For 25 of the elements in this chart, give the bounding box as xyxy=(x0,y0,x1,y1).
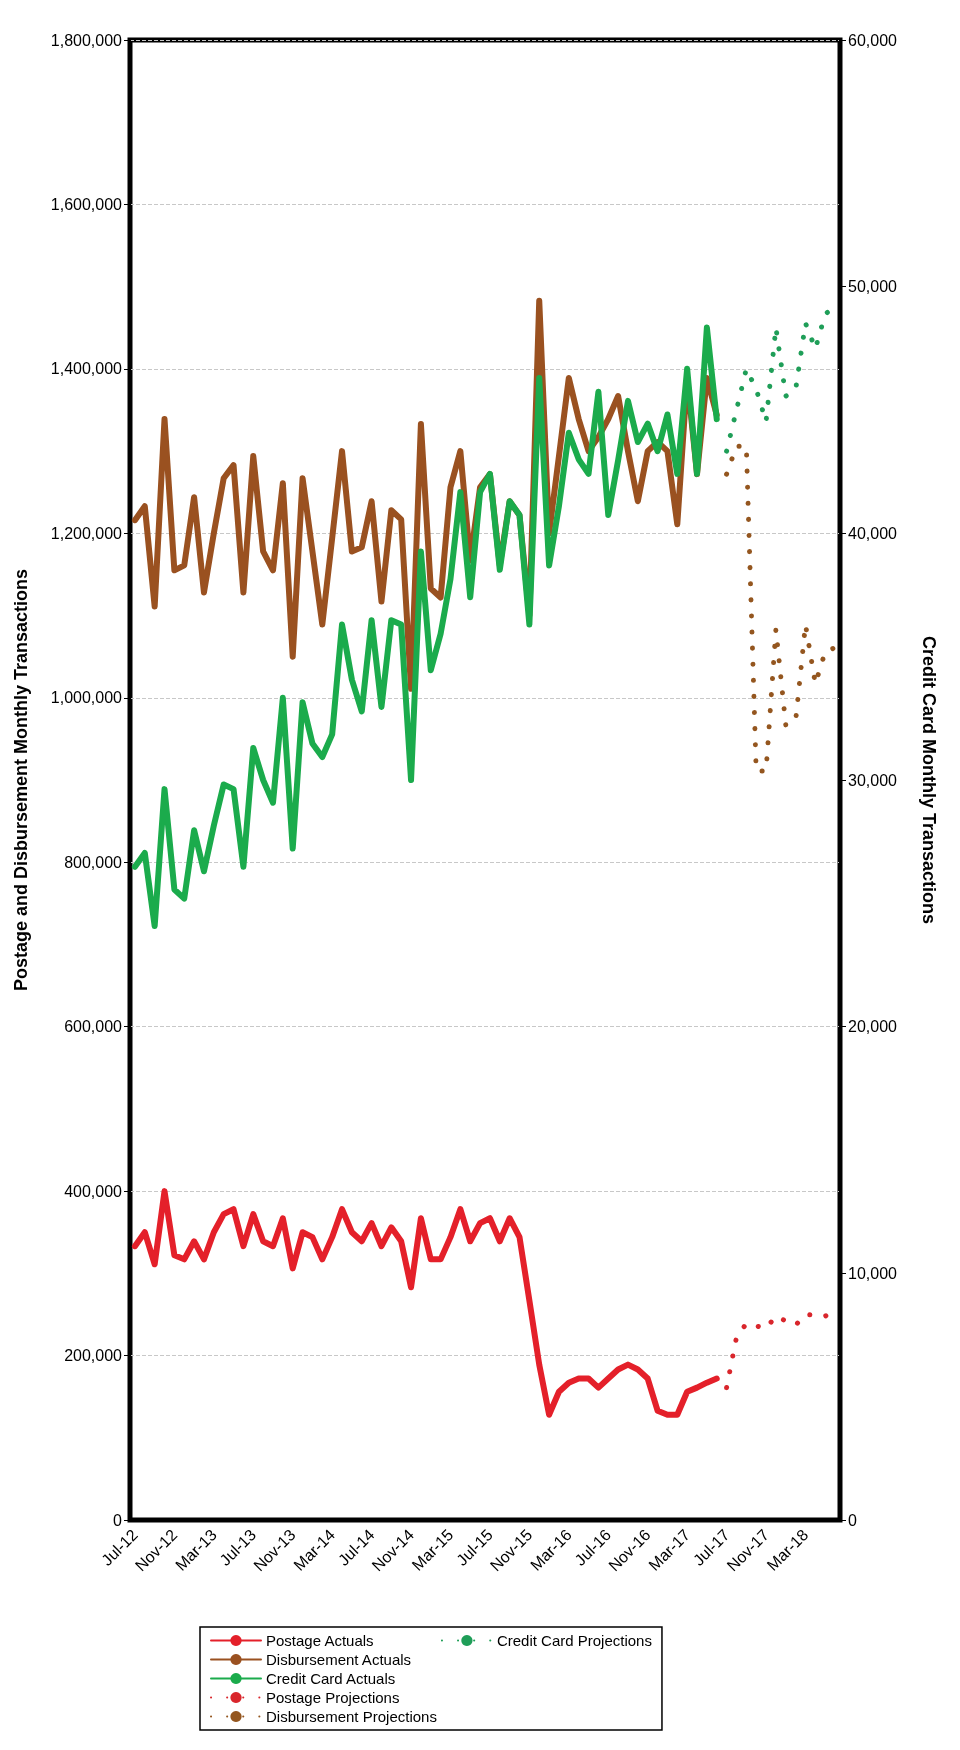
legend-label: Postage Projections xyxy=(266,1689,400,1706)
legend-label: Disbursement Actuals xyxy=(266,1651,412,1668)
y-tick-label: 200,000 xyxy=(64,1347,123,1365)
y2-tick-label: 10,000 xyxy=(848,1264,898,1282)
y-axis-title: Postage and Disbursement Monthly Transactions xyxy=(11,568,31,992)
y-tick-label: 600,000 xyxy=(64,1018,123,1036)
y-tick-label: 0 xyxy=(113,1511,123,1529)
y-tick-label: 1,800,000 xyxy=(50,31,123,49)
y2-tick-label: 20,000 xyxy=(848,1018,898,1036)
y-tick-label: 1,400,000 xyxy=(50,360,123,378)
y-tick-label: 1,200,000 xyxy=(50,524,123,542)
y2-axis-title: Credit Card Monthly Transactions xyxy=(919,635,939,925)
y-tick-label: 1,600,000 xyxy=(50,195,123,213)
y-tick-label: 800,000 xyxy=(64,853,123,871)
y-tick-label: 1,000,000 xyxy=(50,689,123,707)
legend-label: Disbursement Projections xyxy=(266,1708,437,1725)
y-tick-label: 400,000 xyxy=(64,1182,123,1200)
y2-tick-label: 30,000 xyxy=(848,771,898,789)
legend-label: Credit Card Actuals xyxy=(266,1670,396,1687)
legend-label: Credit Card Projections xyxy=(496,1632,652,1649)
legend-label: Postage Actuals xyxy=(266,1632,374,1649)
y2-tick-label: 0 xyxy=(848,1511,857,1529)
y2-tick-label: 50,000 xyxy=(848,278,898,296)
y2-tick-label: 40,000 xyxy=(848,524,898,542)
y2-tick-label: 60,000 xyxy=(848,31,898,49)
